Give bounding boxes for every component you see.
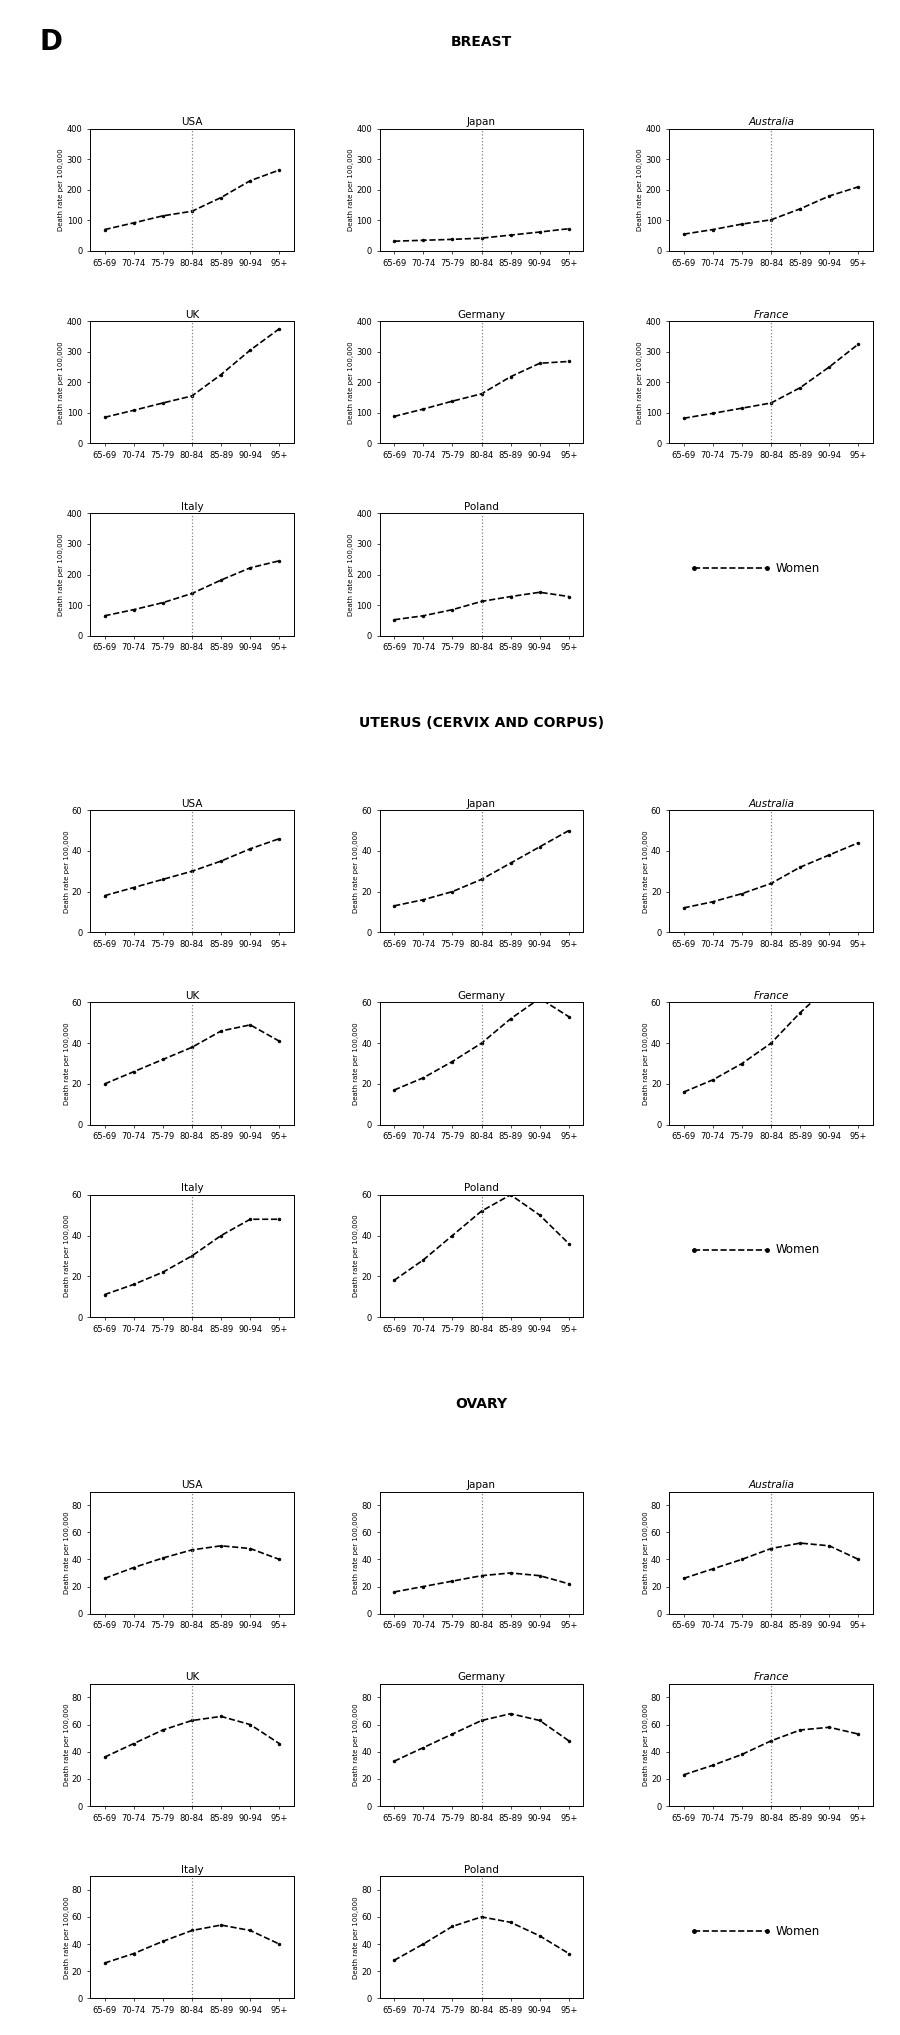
Title: UK: UK [184,309,199,319]
Y-axis label: Death rate per 100,000: Death rate per 100,000 [64,1022,69,1105]
Title: Australia: Australia [748,118,794,128]
Title: USA: USA [181,1479,202,1490]
Text: Women: Women [775,562,819,576]
Y-axis label: Death rate per 100,000: Death rate per 100,000 [353,1897,359,1978]
Title: Japan: Japan [467,1479,496,1490]
Y-axis label: Death rate per 100,000: Death rate per 100,000 [353,1215,359,1296]
Title: Germany: Germany [457,1673,506,1683]
Y-axis label: Death rate per 100,000: Death rate per 100,000 [637,342,643,423]
Y-axis label: Death rate per 100,000: Death rate per 100,000 [64,1897,69,1978]
Y-axis label: Death rate per 100,000: Death rate per 100,000 [64,1512,69,1593]
Text: D: D [39,28,62,55]
Y-axis label: Death rate per 100,000: Death rate per 100,000 [353,1512,359,1593]
Text: BREAST: BREAST [451,35,512,49]
Text: UTERUS (CERVIX AND CORPUS): UTERUS (CERVIX AND CORPUS) [359,716,604,731]
Title: France: France [753,991,788,1001]
Title: USA: USA [181,118,202,128]
Title: UK: UK [184,991,199,1001]
Y-axis label: Death rate per 100,000: Death rate per 100,000 [643,1512,649,1593]
Title: Germany: Germany [457,991,506,1001]
Y-axis label: Death rate per 100,000: Death rate per 100,000 [643,830,649,912]
Text: Women: Women [775,1243,819,1256]
Text: OVARY: OVARY [455,1398,508,1410]
Title: Italy: Italy [181,1182,203,1193]
Y-axis label: Death rate per 100,000: Death rate per 100,000 [64,1215,69,1296]
Y-axis label: Death rate per 100,000: Death rate per 100,000 [353,830,359,912]
Y-axis label: Death rate per 100,000: Death rate per 100,000 [58,342,65,423]
Title: Australia: Australia [748,1479,794,1490]
Y-axis label: Death rate per 100,000: Death rate per 100,000 [348,342,354,423]
Y-axis label: Death rate per 100,000: Death rate per 100,000 [348,533,354,617]
Text: Women: Women [775,1925,819,1937]
Title: Japan: Japan [467,798,496,808]
Title: Germany: Germany [457,309,506,319]
Y-axis label: Death rate per 100,000: Death rate per 100,000 [637,149,643,232]
Title: Poland: Poland [464,1182,499,1193]
Title: France: France [753,309,788,319]
Title: Italy: Italy [181,1864,203,1874]
Title: Poland: Poland [464,503,499,513]
Title: Japan: Japan [467,118,496,128]
Y-axis label: Death rate per 100,000: Death rate per 100,000 [348,149,354,232]
Y-axis label: Death rate per 100,000: Death rate per 100,000 [64,830,69,912]
Y-axis label: Death rate per 100,000: Death rate per 100,000 [643,1703,649,1787]
Y-axis label: Death rate per 100,000: Death rate per 100,000 [353,1022,359,1105]
Y-axis label: Death rate per 100,000: Death rate per 100,000 [353,1703,359,1787]
Y-axis label: Death rate per 100,000: Death rate per 100,000 [58,533,65,617]
Title: Poland: Poland [464,1864,499,1874]
Title: UK: UK [184,1673,199,1683]
Y-axis label: Death rate per 100,000: Death rate per 100,000 [64,1703,69,1787]
Y-axis label: Death rate per 100,000: Death rate per 100,000 [643,1022,649,1105]
Title: Australia: Australia [748,798,794,808]
Title: USA: USA [181,798,202,808]
Y-axis label: Death rate per 100,000: Death rate per 100,000 [58,149,65,232]
Title: Italy: Italy [181,503,203,513]
Title: France: France [753,1673,788,1683]
